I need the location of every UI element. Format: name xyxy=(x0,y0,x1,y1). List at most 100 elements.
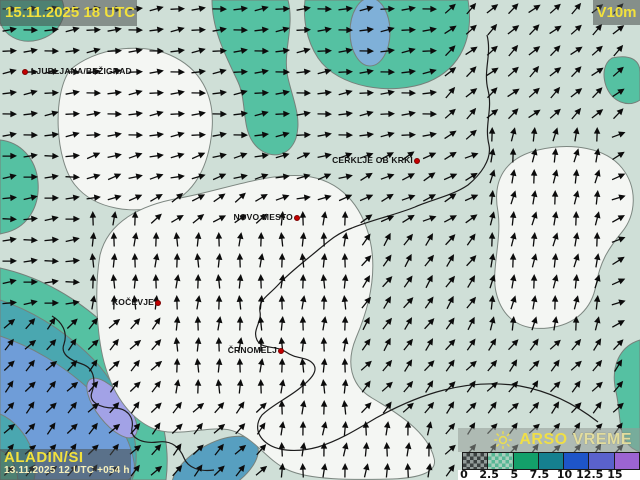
wind-arrow xyxy=(128,89,143,96)
wind-arrow xyxy=(150,465,163,476)
wind-arrow xyxy=(338,89,353,96)
legend-color-bar xyxy=(462,452,640,470)
wind-arrow xyxy=(321,421,328,436)
wind-arrow xyxy=(361,233,371,246)
wind-arrow xyxy=(296,26,311,34)
wind-arrow xyxy=(23,194,38,201)
wind-arrow xyxy=(129,381,141,392)
wind-arrow xyxy=(170,47,185,54)
wind-arrow xyxy=(65,215,80,223)
wind-arrow xyxy=(509,253,517,268)
wind-arrow xyxy=(66,381,79,392)
wind-arrow xyxy=(342,232,349,247)
wind-arrow xyxy=(151,317,161,330)
green-patch xyxy=(603,56,640,104)
wind-arrow xyxy=(342,337,349,352)
city-label: NOVO MESTO xyxy=(233,212,293,222)
wind-arrow xyxy=(149,26,164,33)
wind-arrow xyxy=(528,87,540,98)
wind-arrow xyxy=(89,232,97,247)
wind-arrow xyxy=(487,359,498,372)
wind-arrow xyxy=(466,255,477,267)
wind-arrow xyxy=(131,274,139,289)
wind-arrow xyxy=(531,295,538,310)
wind-arrow xyxy=(359,152,374,159)
wind-arrow xyxy=(171,214,184,223)
wind-arrow xyxy=(213,465,225,476)
wind-arrow xyxy=(489,211,496,226)
legend-swatch xyxy=(564,453,590,469)
wind-arrow xyxy=(258,358,265,373)
wind-arrow xyxy=(425,463,433,478)
wind-arrow xyxy=(86,194,101,202)
wind-arrow xyxy=(382,254,392,267)
wind-arrow xyxy=(2,68,17,75)
wind-arrow xyxy=(341,211,349,226)
wind-arrow xyxy=(25,318,36,330)
wind-arrow xyxy=(65,152,80,160)
wind-arrow xyxy=(444,130,457,140)
wind-arrow xyxy=(422,131,437,138)
wind-arrow xyxy=(172,443,182,456)
wind-arrow xyxy=(572,316,580,331)
wind-arrow xyxy=(401,47,416,54)
wind-arrow xyxy=(466,107,477,120)
wind-arrow xyxy=(235,423,246,435)
wind-arrow xyxy=(278,253,286,268)
wind-arrow xyxy=(570,24,582,35)
wind-arrow xyxy=(465,214,478,224)
wind-arrow xyxy=(149,89,164,97)
city-label: CERKLJE OB KRKI xyxy=(332,155,413,165)
wind-arrow xyxy=(549,67,562,77)
wind-arrow xyxy=(593,127,601,142)
wind-arrow xyxy=(382,317,393,330)
wind-arrow xyxy=(487,87,498,99)
wind-arrow xyxy=(401,89,416,97)
wind-arrow xyxy=(3,360,15,371)
wind-arrow xyxy=(359,26,374,33)
wind-arrow xyxy=(320,358,328,373)
wind-arrow xyxy=(88,359,98,372)
wind-arrow xyxy=(149,152,164,160)
wind-arrow xyxy=(254,68,269,75)
wind-arrow xyxy=(404,317,413,330)
wind-arrow xyxy=(552,127,559,142)
wind-arrow xyxy=(299,379,307,394)
wind-arrow xyxy=(279,274,286,289)
legend-tick-label: 2.5 xyxy=(479,468,499,480)
wind-arrow xyxy=(212,173,227,181)
wind-arrow xyxy=(551,253,559,268)
wind-arrow xyxy=(44,152,59,160)
wind-arrow xyxy=(257,232,265,247)
wind-arrow xyxy=(279,379,286,394)
wind-arrow xyxy=(150,213,162,224)
wind-arrow xyxy=(255,402,267,413)
wind-arrow xyxy=(611,320,625,328)
legend-swatch xyxy=(538,453,565,469)
city-dot xyxy=(155,300,161,306)
wind-arrow xyxy=(107,110,122,118)
wind-arrow xyxy=(361,255,372,267)
wind-arrow xyxy=(215,358,223,373)
wind-arrow xyxy=(173,358,181,373)
wind-arrow xyxy=(528,109,541,119)
wind-arrow xyxy=(465,88,478,98)
wind-arrow xyxy=(233,152,248,159)
wind-arrow xyxy=(426,421,433,436)
wind-arrow xyxy=(170,89,185,96)
wind-arrow xyxy=(278,316,286,331)
wind-arrow xyxy=(466,233,476,246)
green-patch xyxy=(211,0,299,156)
sun-icon xyxy=(494,431,513,449)
wind-arrow xyxy=(170,131,185,138)
wind-arrow xyxy=(108,318,121,329)
wind-arrow xyxy=(594,274,601,289)
wind-arrow xyxy=(360,214,373,224)
wind-arrow xyxy=(341,400,349,415)
wind-arrow xyxy=(170,5,185,13)
wind-arrow xyxy=(191,131,206,139)
wind-arrow xyxy=(192,444,204,455)
wind-arrow xyxy=(299,211,307,226)
city-dot xyxy=(278,348,284,354)
valid-time-text: 15.11.2025 18 UTC xyxy=(5,4,136,21)
